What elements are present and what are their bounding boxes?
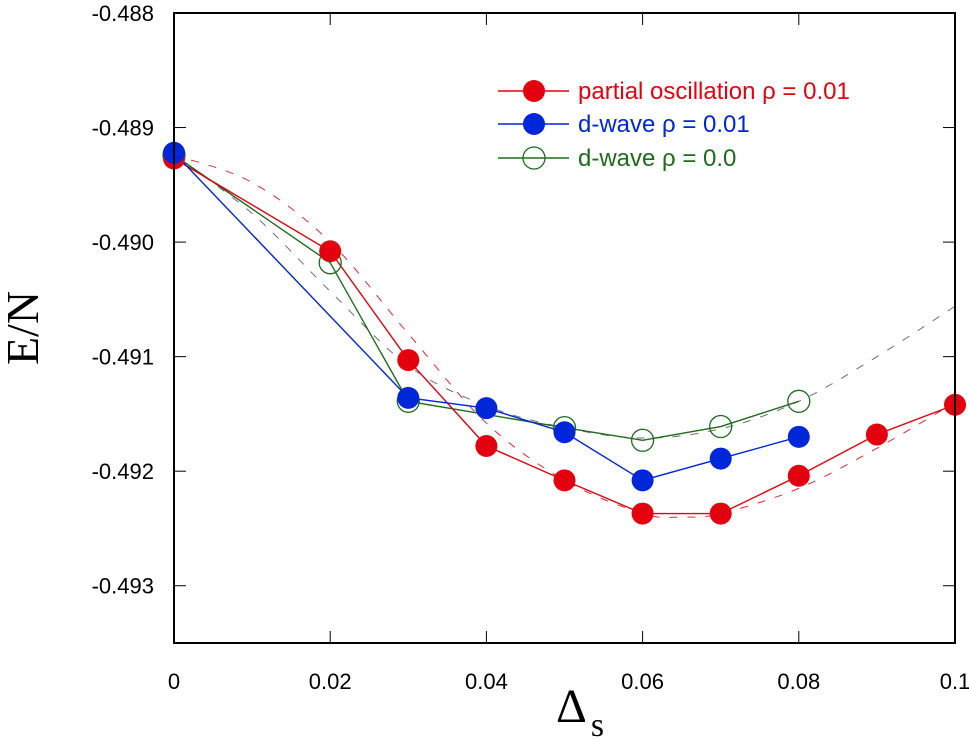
data-point-series-1-2 [475,397,498,420]
y-tick-label-4: -0.492 [92,459,154,484]
legend-marker-1 [523,113,545,135]
y-tick-label-0: -0.488 [92,1,154,26]
data-point-series-1-4 [631,469,654,492]
legend-label-2: d-wave ρ = 0.0 [578,145,736,172]
y-axis: -0.488 -0.489 -0.490 -0.491 -0.492 -0.493 [92,1,955,599]
x-tick-label-4: 0.08 [777,669,820,694]
legend-label-1: d-wave ρ = 0.01 [578,111,750,138]
y-tick-label-1: -0.489 [92,116,154,141]
x-axis-title-main: Δ [556,680,587,733]
series-line-0 [173,157,956,515]
data-point-series-0-2 [397,349,420,372]
y-tick-label-3: -0.491 [92,345,154,370]
data-point-series-1-5 [709,447,732,470]
y-tick-label-5: -0.493 [92,574,154,599]
data-point-series-0-1 [319,240,342,263]
series-markers [162,141,966,525]
legend-marker-2 [522,146,546,170]
data-point-series-2-5 [709,414,733,439]
data-point-series-0-3 [475,434,498,457]
plot-frame [173,12,956,644]
x-tick-label-3: 0.06 [621,669,664,694]
data-point-series-1-1 [397,386,420,409]
data-point-series-2-6 [787,389,811,413]
x-axis-title-subscript: s [591,707,604,742]
data-point-series-0-8 [865,423,888,446]
y-tick-label-2: -0.490 [92,230,154,255]
fit-curve-0 [173,154,956,519]
data-point-series-2-4 [630,428,655,452]
x-tick-label-2: 0.04 [465,669,508,694]
legend-marker-0 [523,80,545,102]
fit-curves [173,154,956,519]
data-point-series-1-3 [553,421,576,444]
x-axis: 0 0.02 0.04 0.06 0.08 0.1 [168,13,969,694]
data-point-series-1-6 [787,425,810,448]
data-point-series-0-4 [553,469,576,492]
data-point-series-0-5 [631,502,654,525]
series-lines [173,152,956,515]
fit-curve-1 [173,154,956,439]
x-tick-label-5: 0.1 [940,669,969,694]
series-line-1 [173,152,799,482]
x-tick-label-1: 0.02 [309,669,352,694]
legend: partial oscillation ρ = 0.01 d-wave ρ = 0… [498,78,850,172]
data-point-series-0-7 [787,464,810,487]
legend-label-0: partial oscillation ρ = 0.01 [578,78,850,105]
data-point-series-0-6 [709,502,732,525]
x-tick-label-0: 0 [168,669,180,694]
y-axis-title: E/N [0,291,48,365]
